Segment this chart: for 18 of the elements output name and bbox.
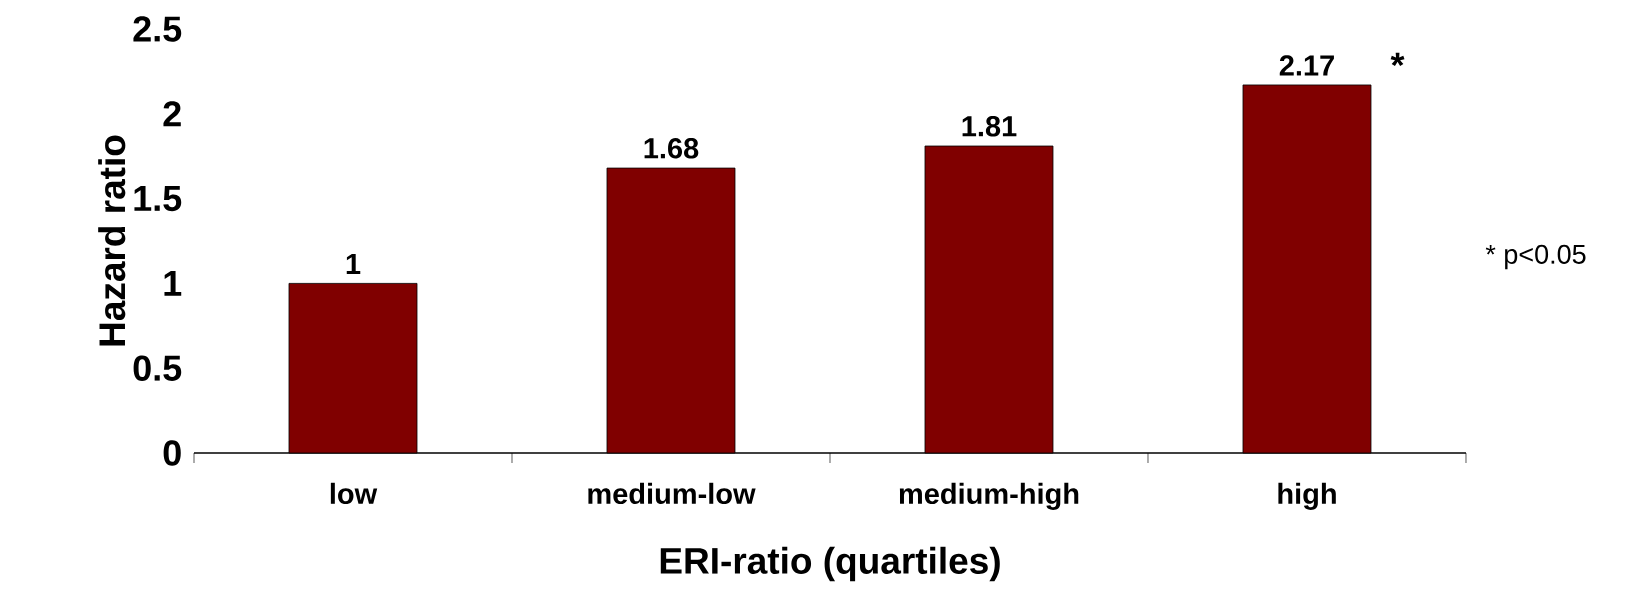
y-tick-label: 1.5 bbox=[134, 186, 182, 212]
x-tick-label: medium-low bbox=[588, 482, 756, 505]
x-axis-title: ERI-ratio (quartiles) bbox=[660, 546, 1000, 582]
y-tick-label: 0.5 bbox=[133, 355, 182, 381]
y-tick-label: 1 bbox=[164, 271, 182, 296]
y-tick-label: 2 bbox=[163, 101, 181, 127]
data-label: 2.17 bbox=[1279, 55, 1334, 76]
x-tick-label: high bbox=[1278, 482, 1336, 510]
x-tick-label: medium-high bbox=[899, 482, 1079, 510]
data-label: 1.68 bbox=[644, 138, 699, 159]
annotation: * bbox=[1390, 52, 1405, 67]
data-label: 1.81 bbox=[962, 115, 1017, 137]
text: * p<0.05 bbox=[1485, 244, 1586, 270]
y-axis-title: Hazard ratio bbox=[98, 135, 126, 346]
x-tick-label: low bbox=[330, 482, 378, 505]
y-tick-label: 0 bbox=[163, 440, 181, 466]
y-tick-label: 2.5 bbox=[133, 16, 182, 42]
data-label: 1 bbox=[346, 253, 361, 274]
